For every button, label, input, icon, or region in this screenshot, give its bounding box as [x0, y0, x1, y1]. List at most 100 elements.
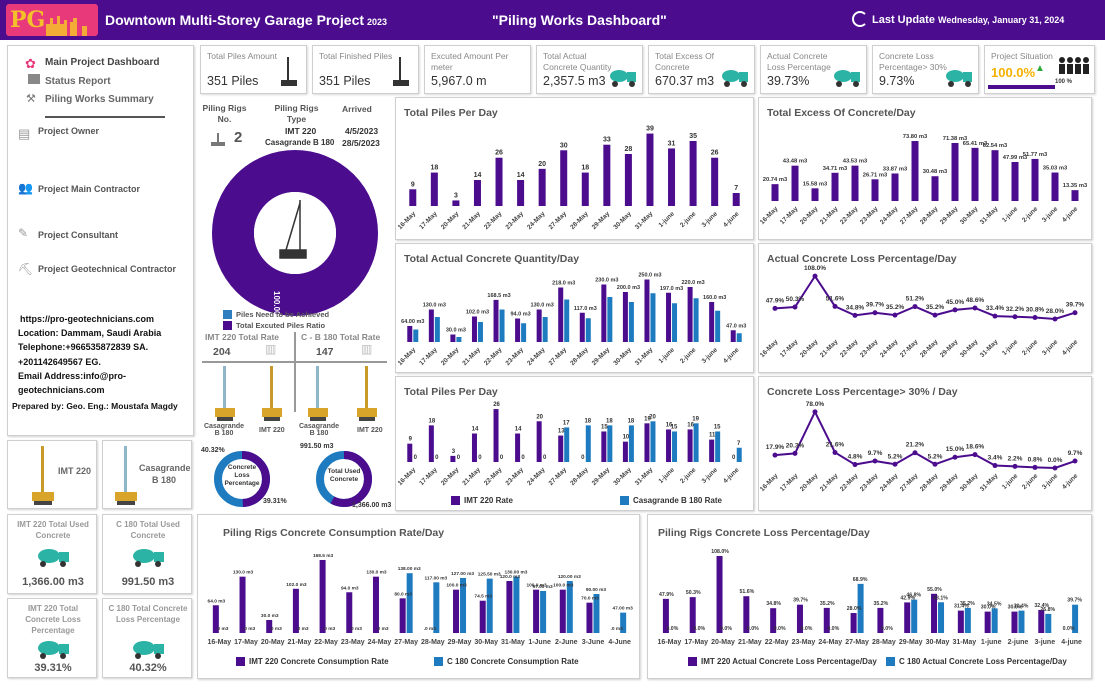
data-label-b: 15: [714, 424, 721, 430]
nav-main-dashboard[interactable]: Main Project Dashboard: [45, 57, 160, 68]
last-update-button[interactable]: Last Update: [872, 14, 935, 26]
data-label-a: 16: [687, 422, 694, 428]
kpi-value: 39.73%: [767, 74, 810, 88]
caption-imt: IMT 220: [259, 427, 285, 434]
progress-bar-track: [988, 85, 1055, 89]
tick-label: 17-May: [779, 205, 800, 226]
team-icon: 👥: [18, 181, 33, 195]
dashboard-title: "Piling Works Dashboard": [492, 12, 667, 28]
kpi-value: 670.37 m3: [655, 74, 715, 88]
tick-label: 31-May: [634, 466, 655, 487]
tick-label: 1-june: [981, 639, 1002, 646]
data-label: 34.8%: [846, 304, 865, 311]
bar-series-b: [620, 612, 627, 633]
data-label-a: 15: [601, 424, 608, 430]
bar: [603, 144, 611, 206]
data-label: 9.7%: [1068, 450, 1083, 457]
line-point: [1012, 463, 1018, 469]
bar-series-a: [536, 309, 542, 342]
bar-series-b: [566, 581, 573, 633]
tick-label: 21-May: [461, 466, 482, 487]
refresh-icon[interactable]: [852, 11, 868, 27]
tick-label: 22-May: [839, 338, 860, 359]
header-bar: PG Downtown Multi-Storey Garage Project 2…: [0, 0, 1105, 40]
tick-label: 22-May: [839, 205, 860, 226]
rig-casa-icon: [308, 366, 328, 421]
data-label-a: 13: [558, 429, 565, 435]
email-line1[interactable]: Email Address:info@pro-: [18, 370, 126, 381]
bar: [689, 141, 697, 206]
data-label-a: 32.4%: [1034, 603, 1049, 609]
role-consultant[interactable]: Project Consultant: [38, 230, 119, 240]
bar-series-a: [904, 602, 911, 633]
tick-label: 4-june: [722, 346, 741, 365]
data-label-a: 100.0 m3: [446, 583, 467, 589]
data-label-b: .0 m3: [350, 626, 363, 632]
tick-label: 22-May: [839, 472, 860, 493]
data-label-b: 7: [737, 441, 741, 447]
chart-svg: 16-May 17-May 20-May 21-May 22-May 23-May 24-M…: [207, 553, 633, 646]
email-line2[interactable]: geotechnicians.com: [18, 385, 105, 396]
tick-label: 1-June: [528, 639, 551, 646]
tick-label: 30-May: [612, 346, 633, 367]
bar-series-b: [1045, 613, 1052, 633]
data-label-b: 130.00 m3: [504, 570, 527, 576]
data-label-a: 14: [515, 427, 522, 433]
bar-series-a: [709, 302, 715, 342]
bar-series-b: [672, 303, 678, 342]
bar: [771, 184, 779, 201]
tick-label: 30-May: [612, 210, 633, 231]
tick-label: 27-May: [548, 210, 569, 231]
data-label: 197.0 m3: [660, 286, 683, 292]
role-geotechnical-contractor[interactable]: Project Geotechnical Contractor: [38, 264, 177, 274]
line-point: [812, 273, 818, 279]
tick-label: 31-May: [979, 205, 1000, 226]
bar-series-b: [607, 297, 613, 342]
legend-cb: C 180 Actual Concrete Loss Percentage/Da…: [886, 657, 1067, 666]
tick-label: 28-May: [421, 639, 445, 646]
tick-label: 28-May: [919, 205, 940, 226]
chart-svg: 16-May 17-May 20-May 21-May 22-May 23-May 24-M…: [759, 134, 1088, 226]
nav-divider: [45, 116, 165, 118]
bar-series-b: [542, 317, 548, 342]
tick-label: 23-May: [859, 205, 880, 226]
nav-status-report[interactable]: Status Report: [45, 76, 111, 87]
tick-label: 21-May: [738, 639, 762, 646]
data-label-b: 120.00 m3: [558, 574, 581, 580]
tick-label: 3-june: [1041, 338, 1060, 357]
data-label-a: 20: [536, 414, 543, 420]
data-label-a: 100.0 m3: [553, 583, 574, 589]
consultant-icon: ✎: [18, 226, 29, 240]
tick-label: 17-May: [684, 639, 708, 646]
bar-series-b: [736, 447, 742, 462]
bar: [991, 150, 999, 201]
mixer-truck-icon: [133, 549, 164, 567]
data-label-b: .0 m3: [376, 626, 389, 632]
bar-series-b: [672, 431, 678, 462]
rig-casa-icon: [115, 446, 137, 505]
kpi-value: 2,357.5 m3: [543, 74, 606, 88]
website-link[interactable]: https://pro-geotechnicians.com: [20, 314, 155, 324]
bar-series-a: [716, 555, 723, 633]
data-label-a: 30.0%: [981, 605, 996, 611]
data-label-a: 11: [709, 433, 716, 439]
tick-label: 17-May: [418, 466, 439, 487]
tick-label: 24-May: [526, 346, 547, 367]
data-label: 39.7%: [866, 302, 885, 309]
data-label: 0.8%: [1028, 456, 1043, 463]
bar-series-a: [662, 598, 669, 633]
role-main-contractor[interactable]: Project Main Contractor: [38, 184, 141, 194]
bar-series-b: [564, 427, 570, 462]
nav-piling-summary[interactable]: Piling Works Summary: [45, 94, 154, 105]
tick-label: 30-May: [959, 205, 980, 226]
bar-series-a: [687, 429, 693, 462]
role-project-owner[interactable]: Project Owner: [38, 126, 100, 136]
data-label: 78.0%: [806, 401, 825, 408]
bar-series-a: [493, 409, 499, 462]
hammer-icon: ⚒: [26, 93, 36, 105]
building-icon: ▤: [18, 126, 31, 141]
company-logo[interactable]: PG: [6, 4, 98, 36]
rigs-type-header: Piling Rigs Type: [274, 103, 319, 124]
team-icon: [1059, 57, 1089, 74]
card-casa-label: Casagrande B 180: [139, 463, 191, 485]
